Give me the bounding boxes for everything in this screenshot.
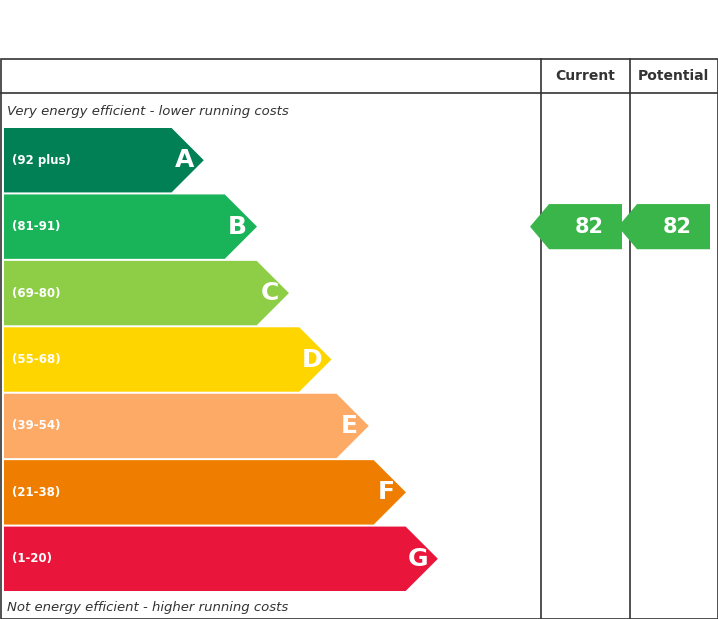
Text: G: G bbox=[409, 547, 429, 571]
Text: E: E bbox=[341, 414, 358, 438]
Text: Potential: Potential bbox=[638, 69, 709, 82]
Text: Very energy efficient - lower running costs: Very energy efficient - lower running co… bbox=[7, 105, 289, 118]
Text: D: D bbox=[302, 347, 322, 371]
Text: (69-80): (69-80) bbox=[12, 287, 60, 300]
Polygon shape bbox=[4, 194, 257, 259]
Text: (81-91): (81-91) bbox=[12, 220, 60, 233]
Text: (39-54): (39-54) bbox=[12, 420, 60, 433]
Text: F: F bbox=[378, 480, 395, 504]
Polygon shape bbox=[618, 204, 710, 249]
Polygon shape bbox=[4, 460, 406, 524]
Polygon shape bbox=[4, 527, 438, 591]
Text: (55-68): (55-68) bbox=[12, 353, 60, 366]
Text: (92 plus): (92 plus) bbox=[12, 154, 71, 167]
Text: Energy Efficiency Rating: Energy Efficiency Rating bbox=[13, 12, 473, 46]
Text: 82: 82 bbox=[575, 217, 604, 236]
Text: C: C bbox=[261, 281, 279, 305]
Text: 82: 82 bbox=[663, 217, 692, 236]
Polygon shape bbox=[4, 261, 289, 326]
Polygon shape bbox=[4, 327, 332, 392]
Text: Current: Current bbox=[556, 69, 615, 82]
Text: A: A bbox=[174, 148, 194, 172]
Polygon shape bbox=[4, 394, 369, 458]
Text: (21-38): (21-38) bbox=[12, 486, 60, 499]
Polygon shape bbox=[4, 128, 204, 193]
Text: (1-20): (1-20) bbox=[12, 552, 52, 565]
Polygon shape bbox=[530, 204, 622, 249]
Text: B: B bbox=[228, 215, 247, 239]
Text: Not energy efficient - higher running costs: Not energy efficient - higher running co… bbox=[7, 600, 288, 613]
